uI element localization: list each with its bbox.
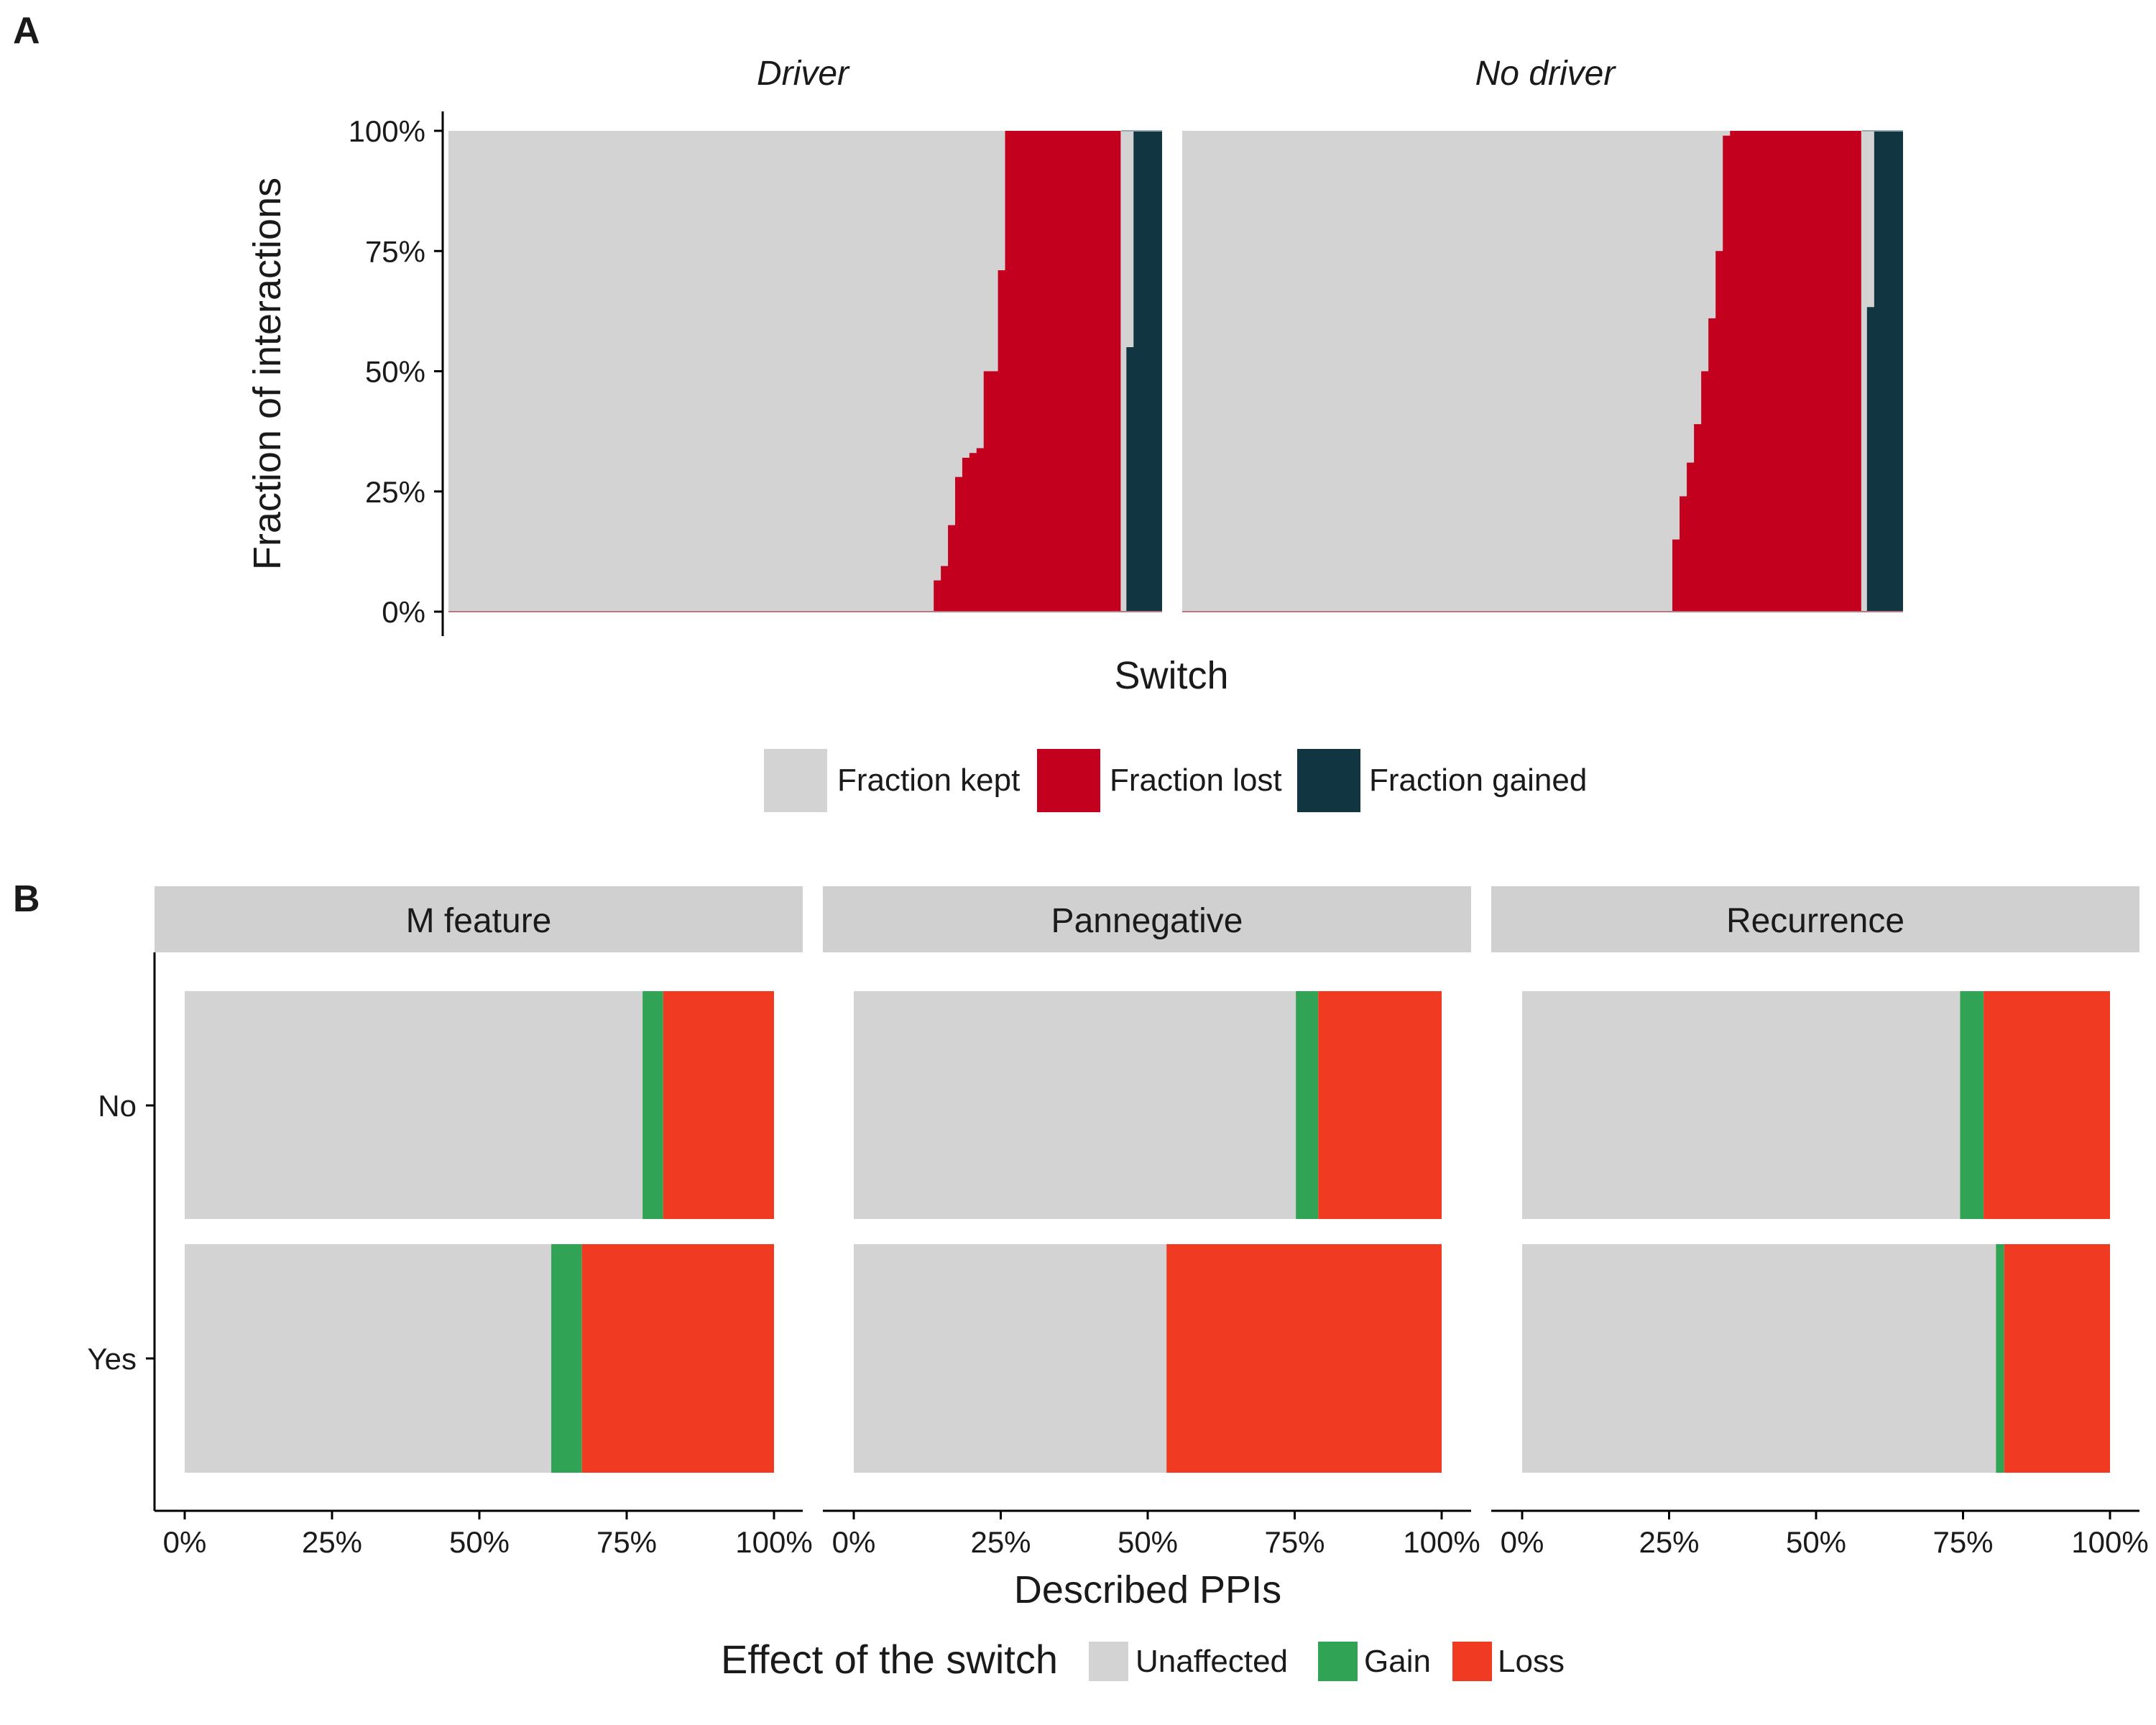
panel-a-y-ticks: 0% 25% 50% 75% 100% bbox=[349, 114, 443, 629]
fraction-gained-area bbox=[1119, 131, 1162, 612]
bar-segment-gain bbox=[1996, 1244, 2004, 1473]
panel-a-x-axis-title: Switch bbox=[1114, 654, 1228, 697]
panel-b-legend: Effect of the switch Unaffected Gain Los… bbox=[721, 1637, 1565, 1682]
bar-segment-gain bbox=[551, 1244, 582, 1473]
legend-key-fraction-gained bbox=[1297, 749, 1360, 812]
facet-strip bbox=[155, 886, 803, 952]
bar-segment-gain bbox=[642, 991, 663, 1219]
legend-label-gain: Gain bbox=[1364, 1644, 1431, 1679]
legend-label-fraction-kept: Fraction kept bbox=[837, 763, 1020, 798]
legend-label-fraction-gained: Fraction gained bbox=[1369, 763, 1587, 798]
panel-b-y-tick-label-no: No bbox=[98, 1089, 137, 1123]
bar-segment-loss bbox=[663, 991, 774, 1219]
panel-b-facet-m-feature: M feature 0% 25% 50% 75% 100% bbox=[155, 886, 813, 1559]
panel-b-x-tick-label: 100% bbox=[1403, 1525, 1480, 1559]
panel-b-x-tick-label: 0% bbox=[1501, 1525, 1544, 1559]
panel-a-facet-title-no-driver: No driver bbox=[1475, 55, 1617, 93]
panel-b-facet-recurrence: Recurrence 0% 25% 50% 75% 100% bbox=[1491, 886, 2149, 1559]
panel-b-x-tick-label: 25% bbox=[302, 1525, 362, 1559]
facet-strip bbox=[823, 886, 1471, 952]
panel-a-legend: Fraction kept Fraction lost Fraction gai… bbox=[764, 749, 1587, 812]
panel-a-y-tick-label: 50% bbox=[365, 355, 425, 389]
bar-segment-loss bbox=[1166, 1244, 1442, 1473]
panel-b-x-tick-label: 0% bbox=[832, 1525, 876, 1559]
panel-a-facet-title-driver: Driver bbox=[757, 55, 850, 93]
bar-segment-loss bbox=[1984, 991, 2110, 1219]
panel-b-facets: M feature 0% 25% 50% 75% 100% Pannegative 0% 25%… bbox=[155, 886, 2149, 1559]
legend-key-fraction-kept bbox=[764, 749, 827, 812]
fraction-lost-area bbox=[448, 131, 1121, 612]
panel-b-x-tick-label: 25% bbox=[970, 1525, 1031, 1559]
panel-b-x-tick-label: 50% bbox=[1118, 1525, 1178, 1559]
panel-b-x-tick-label: 50% bbox=[449, 1525, 510, 1559]
panel-b-x-tick-label: 25% bbox=[1639, 1525, 1699, 1559]
panel-b-x-axis-title: Described PPIs bbox=[1014, 1568, 1281, 1611]
legend-label-loss: Loss bbox=[1498, 1644, 1565, 1679]
bar-segment-unaffected bbox=[854, 991, 1296, 1219]
panel-a-facet-driver bbox=[448, 130, 1162, 612]
bar-segment-loss bbox=[581, 1244, 774, 1473]
bar-segment-unaffected bbox=[185, 991, 643, 1219]
panel-b-x-tick-label: 75% bbox=[596, 1525, 657, 1559]
bar-segment-loss bbox=[2004, 1244, 2110, 1473]
bar-segment-unaffected bbox=[1522, 991, 1961, 1219]
panel-b-letter: B bbox=[13, 878, 40, 920]
bar-segment-unaffected bbox=[185, 1244, 552, 1473]
legend-label-fraction-lost: Fraction lost bbox=[1110, 763, 1282, 798]
panel-b-x-tick-label: 100% bbox=[735, 1525, 812, 1559]
panel-b-y-tick-label-yes: Yes bbox=[87, 1342, 137, 1376]
legend-key-gain bbox=[1318, 1642, 1358, 1681]
panel-b-x-tick-label: 0% bbox=[163, 1525, 207, 1559]
fraction-gained-area bbox=[1859, 131, 1903, 612]
facet-strip bbox=[1491, 886, 2139, 952]
panel-a-y-tick-label: 100% bbox=[349, 114, 425, 148]
panel-a-y-tick-label: 0% bbox=[382, 595, 425, 629]
facet-strip-label: Recurrence bbox=[1726, 902, 1904, 940]
facet-strip-label: Pannegative bbox=[1051, 902, 1243, 940]
panel-b-x-tick-label: 100% bbox=[2071, 1525, 2148, 1559]
panel-b-x-tick-label: 75% bbox=[1932, 1525, 1993, 1559]
bar-segment-loss bbox=[1318, 991, 1442, 1219]
panel-b-x-tick-label: 75% bbox=[1264, 1525, 1325, 1559]
legend-key-unaffected bbox=[1089, 1642, 1128, 1681]
panel-a-y-tick-label: 75% bbox=[365, 234, 425, 268]
bar-segment-unaffected bbox=[1522, 1244, 1996, 1473]
panel-a-y-axis-title: Fraction of interactions bbox=[246, 178, 289, 570]
bar-segment-gain bbox=[1960, 991, 1984, 1219]
bar-segment-unaffected bbox=[854, 1244, 1167, 1473]
fraction-lost-area bbox=[1182, 131, 1861, 612]
legend-label-unaffected: Unaffected bbox=[1135, 1644, 1288, 1679]
panel-a-y-tick-label: 25% bbox=[365, 475, 425, 509]
panel-a-facet-no-driver bbox=[1182, 130, 1903, 612]
bar-segment-gain bbox=[1296, 991, 1319, 1219]
panel-b-x-tick-label: 50% bbox=[1786, 1525, 1846, 1559]
facet-strip-label: M feature bbox=[406, 902, 552, 940]
legend-key-fraction-lost bbox=[1037, 749, 1100, 812]
panel-b-legend-title: Effect of the switch bbox=[721, 1637, 1058, 1682]
panel-a-letter: A bbox=[13, 10, 40, 52]
panel-b-facet-pannegative: Pannegative 0% 25% 50% 75% 100% bbox=[823, 886, 1480, 1559]
legend-key-loss bbox=[1452, 1642, 1492, 1681]
